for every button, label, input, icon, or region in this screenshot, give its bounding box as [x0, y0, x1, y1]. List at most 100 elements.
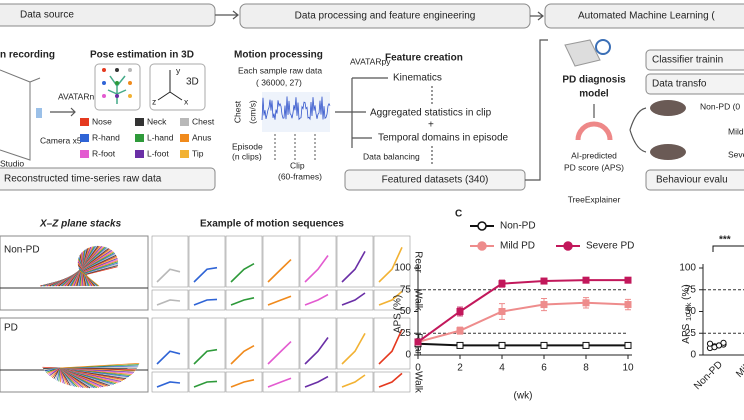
pose: [304, 293, 329, 306]
axis-box: [149, 63, 206, 111]
label: PD score (APS): [564, 162, 624, 172]
point: [456, 327, 464, 335]
header-box: [544, 3, 744, 29]
group-label: PD: [4, 323, 18, 334]
ylabel-unit: (%): [681, 284, 692, 300]
label: Chest: [232, 100, 242, 123]
axis: [417, 264, 632, 356]
pose: [193, 298, 218, 306]
studio-box: [0, 69, 41, 161]
legend-marker: [477, 221, 487, 231]
x-tick-label: 2: [457, 363, 463, 374]
label: Mild: [728, 126, 744, 136]
point: [715, 342, 723, 349]
keypoint-name: L-hand: [147, 132, 174, 142]
keypoint-legend: Nose Neck Chest R-hand L-hand Anus R-foot L-foo…: [80, 68, 215, 158]
pose: [156, 268, 181, 283]
bracket: [629, 107, 647, 153]
stack-panel: [0, 235, 149, 311]
pose: [304, 337, 329, 365]
pose: [156, 381, 181, 388]
joint: [128, 94, 132, 98]
y-tick-label: 50: [400, 306, 412, 317]
x-tick-label: 8: [583, 363, 589, 374]
y-tick-label: 75: [400, 284, 412, 295]
annotation: ***: [719, 235, 731, 246]
motion-drawings: [0, 235, 411, 393]
frame: [336, 317, 374, 370]
pose: [304, 375, 329, 388]
label: TreeExplainer: [568, 194, 621, 204]
pose: [193, 348, 218, 365]
point: [624, 301, 632, 309]
row-label: Rear: [412, 251, 423, 273]
label: Pose estimation in 3D: [90, 50, 194, 61]
label: +: [428, 120, 434, 131]
pose: [267, 258, 292, 283]
label: Data transfo: [652, 79, 707, 90]
keypoint-name: R-foot: [92, 148, 116, 158]
x-tick-label: 10: [622, 363, 634, 374]
swatch: [80, 134, 89, 142]
point: [582, 299, 590, 307]
legend-marker: [563, 241, 573, 251]
joint: [128, 68, 132, 72]
label: Clip: [290, 160, 305, 170]
label: Camera x5: [40, 135, 82, 145]
x-tick-label: 6: [541, 363, 547, 374]
point: [540, 277, 548, 285]
swatch: [80, 118, 89, 126]
model-icon: [564, 39, 601, 67]
swatch: [80, 150, 89, 158]
frame: [299, 317, 337, 370]
frame: [188, 235, 226, 288]
point: [624, 341, 632, 349]
joint: [102, 94, 106, 98]
x-tick-label: Mild: [734, 359, 744, 380]
y-tick-label: 75: [685, 284, 697, 295]
frame: [262, 317, 300, 370]
y-axis-label: APS 10 wk (%): [681, 284, 695, 343]
skeleton: [107, 75, 127, 104]
header: Data source: [20, 10, 74, 21]
x-tick-label: 0: [415, 363, 421, 374]
point: [582, 341, 590, 349]
label: AI-predicted: [571, 150, 617, 160]
label: AVATARpy: [350, 56, 391, 66]
label: ( 36000, 27): [256, 77, 302, 87]
legend-marker: [477, 241, 487, 251]
axis-name: x: [184, 96, 189, 106]
label: Studio: [0, 158, 24, 168]
pose: [230, 344, 255, 365]
point: [540, 341, 548, 349]
frame: [151, 235, 189, 288]
label: Motion processing: [234, 50, 323, 61]
joint: [102, 81, 106, 85]
label: Feature creation: [385, 53, 463, 64]
y-axis-label: APS (%): [393, 295, 404, 333]
label: Classifier trainin: [652, 55, 723, 66]
pose: [378, 290, 403, 306]
series-line: [417, 301, 629, 343]
point: [582, 276, 590, 284]
label: Temporal domains in episode: [378, 133, 509, 144]
label: Behaviour evalu: [656, 175, 728, 186]
swatch: [135, 118, 144, 126]
frame: [225, 317, 263, 370]
point: [414, 338, 422, 346]
legend-label: Severe PD: [586, 241, 634, 252]
frame: [225, 235, 263, 288]
label: Episode: [232, 141, 263, 151]
legend-label: Non-PD: [500, 221, 536, 232]
label: Example of motion sequences: [200, 219, 344, 230]
label: PD diagnosis: [562, 75, 626, 86]
significance-bracket: [712, 245, 744, 252]
swatch: [135, 150, 144, 158]
mouse-icon: [650, 100, 686, 116]
axis-name: z: [152, 96, 156, 106]
pose: [341, 251, 366, 283]
pose: [378, 372, 403, 388]
header: Data processing and feature engineering: [295, 11, 476, 22]
